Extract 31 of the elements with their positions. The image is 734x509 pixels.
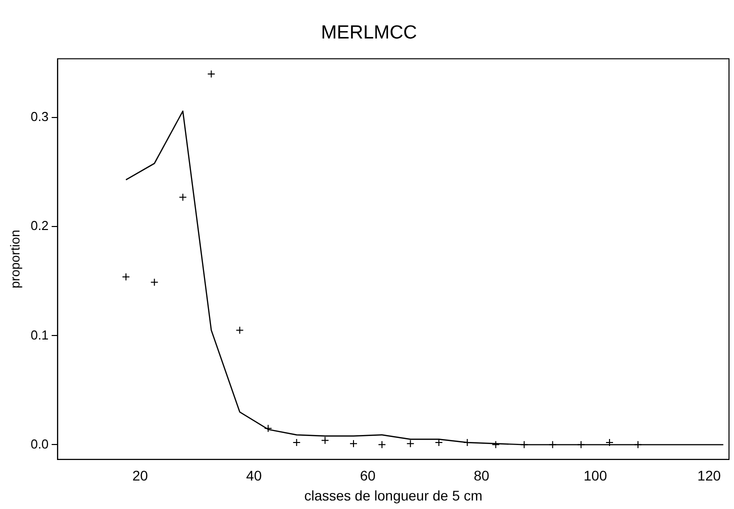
point [236,326,244,334]
y-axis-title: proportion [7,230,22,288]
point [577,440,586,449]
point [434,438,443,447]
point [321,436,330,444]
x-tick-label: 60 [360,468,376,484]
point [122,272,130,281]
point [548,440,557,449]
point [207,70,216,78]
point [520,440,528,449]
y-tick-label: 0.3 [30,109,49,124]
point [406,440,414,448]
x-axis-title: classes de longueur de 5 cm [304,487,482,504]
x-tick-label: 100 [584,468,608,484]
point [634,440,642,449]
x-tick-label: 120 [697,468,721,484]
chart-title: MERLMCC [320,22,418,44]
point [378,440,386,449]
y-tick-label: 0.0 [30,436,49,452]
point [492,440,500,449]
x-tick-label: 80 [474,468,490,484]
point [606,438,614,447]
point [350,440,358,448]
x-tick-label: 20 [132,468,148,484]
point [178,193,187,202]
y-tick-label: 0.1 [30,327,49,342]
point [264,424,272,432]
point [150,278,158,286]
y-tick-label: 0.2 [30,218,49,234]
point [292,438,301,447]
x-tick-label: 40 [246,468,262,484]
